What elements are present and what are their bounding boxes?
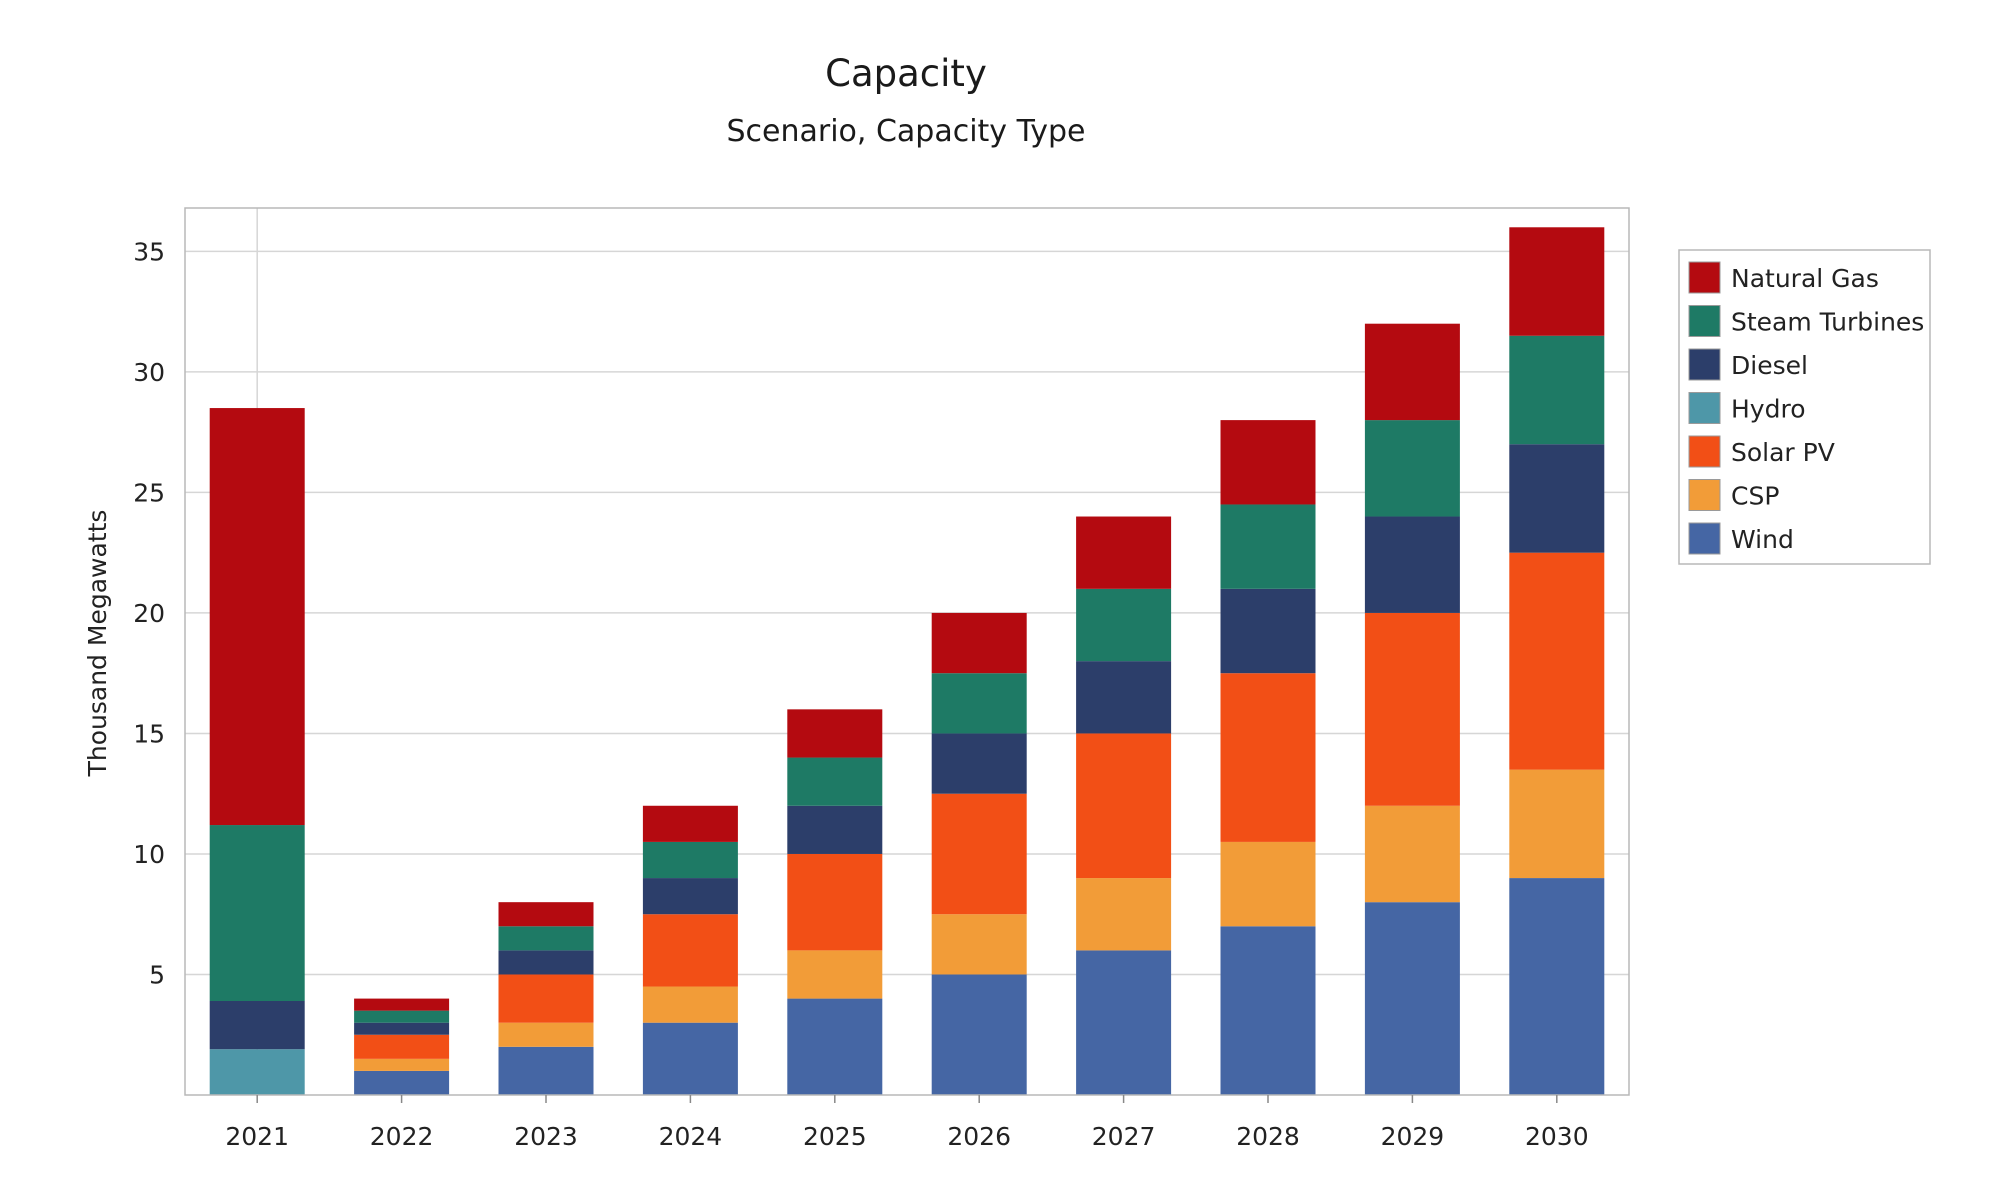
bar-natural-gas-2028 [1220, 420, 1316, 505]
bar-natural-gas-2029 [1364, 323, 1460, 421]
bar-diesel-2023 [498, 950, 594, 975]
legend-swatch-hydro [1688, 392, 1721, 424]
bar-csp-2025 [787, 950, 883, 999]
bar-steam-turbines-2025 [787, 757, 883, 806]
chart-title: Capacity [825, 52, 987, 95]
bar-wind-2027 [1076, 950, 1172, 1095]
legend-swatch-steam-turbines [1688, 305, 1721, 337]
bar-wind-2026 [931, 974, 1027, 1095]
bar-natural-gas-2030 [1509, 227, 1605, 336]
bar-steam-turbines-2029 [1364, 420, 1460, 517]
bar-steam-turbines-2028 [1220, 504, 1316, 589]
y-tick-label: 25 [133, 478, 165, 507]
bar-csp-2027 [1076, 878, 1172, 951]
y-tick-label: 15 [133, 719, 165, 748]
legend-swatch-wind [1688, 522, 1721, 555]
bar-diesel-2030 [1509, 444, 1605, 553]
bar-csp-2030 [1509, 769, 1605, 879]
bar-layer [209, 227, 1605, 1095]
bar-diesel-2021 [209, 1000, 305, 1050]
bar-natural-gas-2025 [787, 709, 883, 758]
bar-steam-turbines-2022 [354, 1010, 450, 1023]
x-tick-label: 2028 [1236, 1122, 1300, 1151]
bar-solar-pv-2022 [354, 1034, 450, 1059]
bar-csp-2022 [354, 1058, 450, 1071]
x-tick-label: 2022 [370, 1122, 434, 1151]
bar-diesel-2024 [642, 878, 738, 915]
bar-diesel-2028 [1220, 588, 1316, 674]
chart-subtitle: Scenario, Capacity Type [726, 114, 1086, 149]
bar-solar-pv-2025 [787, 853, 883, 951]
legend-label-hydro: Hydro [1731, 395, 1806, 424]
bar-wind-2024 [642, 1022, 738, 1095]
bar-solar-pv-2029 [1364, 612, 1460, 806]
y-tick-label: 20 [133, 599, 165, 628]
legend-label-diesel: Diesel [1731, 351, 1808, 380]
y-tick-label: 35 [133, 237, 165, 266]
legend-label-solar-pv: Solar PV [1731, 438, 1835, 467]
bar-diesel-2026 [931, 733, 1027, 794]
x-tick-label: 2029 [1381, 1122, 1445, 1151]
bar-wind-2028 [1220, 926, 1316, 1095]
x-tick-label: 2025 [803, 1122, 867, 1151]
bar-csp-2028 [1220, 841, 1316, 927]
bar-solar-pv-2024 [642, 914, 738, 987]
legend-frame [1678, 249, 1931, 565]
bar-csp-2023 [498, 1022, 594, 1047]
x-tick-label: 2027 [1092, 1122, 1156, 1151]
legend-label-wind: Wind [1731, 525, 1794, 554]
legend-label-csp: CSP [1731, 482, 1779, 511]
bar-csp-2029 [1364, 805, 1460, 903]
legend-label-steam-turbines: Steam Turbines [1731, 308, 1924, 337]
bar-csp-2026 [931, 914, 1027, 975]
bar-natural-gas-2024 [642, 805, 738, 842]
bar-diesel-2027 [1076, 661, 1172, 734]
bar-wind-2029 [1364, 902, 1460, 1095]
y-tick-label: 30 [133, 358, 165, 387]
legend-swatch-csp [1688, 479, 1721, 511]
x-tick-label: 2023 [514, 1122, 578, 1151]
bar-steam-turbines-2023 [498, 926, 594, 951]
bar-natural-gas-2023 [498, 902, 594, 927]
bar-solar-pv-2023 [498, 974, 594, 1023]
plot-frame [184, 207, 1630, 1096]
bar-natural-gas-2021 [209, 408, 305, 826]
bar-wind-2023 [498, 1046, 594, 1095]
bar-solar-pv-2028 [1220, 673, 1316, 842]
bar-csp-2024 [642, 986, 738, 1023]
legend-label-natural-gas: Natural Gas [1731, 264, 1879, 293]
bar-solar-pv-2030 [1509, 552, 1605, 770]
bar-solar-pv-2027 [1076, 733, 1172, 879]
bar-natural-gas-2026 [931, 612, 1027, 674]
bar-steam-turbines-2030 [1509, 335, 1605, 445]
bar-hydro-2021 [209, 1049, 305, 1095]
y-tick-label: 5 [149, 960, 165, 989]
x-tick-label: 2024 [659, 1122, 723, 1151]
x-tick-label: 2030 [1525, 1122, 1589, 1151]
bar-wind-2025 [787, 998, 883, 1095]
bar-steam-turbines-2021 [209, 825, 305, 1001]
x-tick-label: 2021 [225, 1122, 289, 1151]
bar-diesel-2025 [787, 805, 883, 854]
x-tick-label: 2026 [947, 1122, 1011, 1151]
y-tick-label: 10 [133, 840, 165, 869]
bar-steam-turbines-2024 [642, 841, 738, 879]
bar-steam-turbines-2027 [1076, 588, 1172, 662]
bar-wind-2022 [354, 1070, 450, 1095]
bar-wind-2030 [1509, 878, 1605, 1095]
bar-solar-pv-2026 [931, 793, 1027, 915]
legend-swatch-diesel [1688, 348, 1721, 381]
bar-diesel-2029 [1364, 516, 1460, 613]
legend-swatch-solar-pv [1688, 435, 1721, 468]
y-axis-label: Thousand Megawatts [83, 510, 112, 778]
legend: Natural Gas Steam Turbines Diesel Hydro Sola… [1678, 249, 1931, 565]
bar-natural-gas-2027 [1076, 516, 1172, 589]
bar-steam-turbines-2026 [931, 673, 1027, 734]
legend-swatch-natural-gas [1688, 261, 1721, 294]
bar-natural-gas-2022 [354, 998, 450, 1011]
bar-diesel-2022 [354, 1022, 450, 1035]
